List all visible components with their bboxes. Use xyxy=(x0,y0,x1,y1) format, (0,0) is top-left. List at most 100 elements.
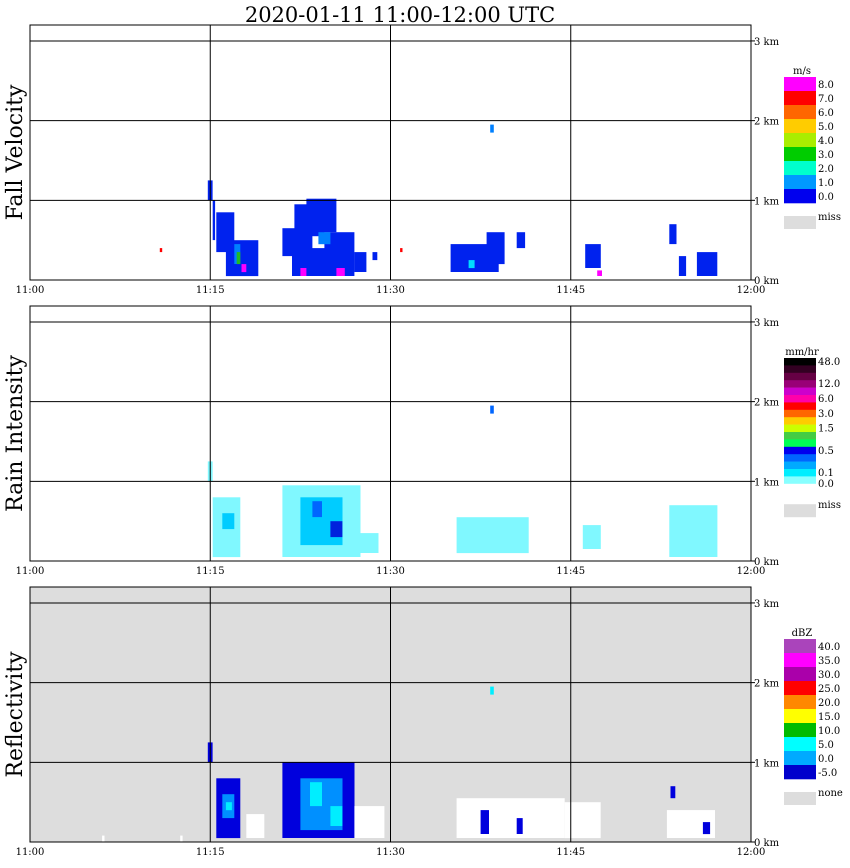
legend-swatch xyxy=(784,133,816,148)
legend-label: 6.0 xyxy=(818,108,834,119)
legend-swatch xyxy=(784,695,816,710)
plot-frame xyxy=(29,24,752,281)
legend-swatch xyxy=(784,147,816,162)
legend-swatch xyxy=(784,365,816,374)
legend-label: 3.0 xyxy=(818,150,834,161)
echo-cell xyxy=(330,521,343,538)
echo-cell xyxy=(336,268,345,276)
panels: 0 km 1 km 2 km 3 km 11:00 11:15 11:30 11:45 12:0… xyxy=(3,24,843,858)
legend-swatch xyxy=(784,454,816,462)
echo-cell xyxy=(159,248,163,253)
echo-cell xyxy=(312,501,322,518)
legend-label: 20.0 xyxy=(818,698,840,709)
height-tick-label: 1 km xyxy=(754,477,780,488)
legend-swatch xyxy=(784,432,816,440)
legend-swatch xyxy=(784,469,816,477)
height-tick-label: 0 km xyxy=(754,276,780,287)
legend-label: 7.0 xyxy=(818,94,834,105)
legend-label: 0.0 xyxy=(818,192,834,203)
height-tick-label: 2 km xyxy=(754,398,780,409)
echo-cell xyxy=(354,252,367,272)
legend-unit: mm/hr xyxy=(785,347,819,358)
legend-swatch xyxy=(784,105,816,120)
legend-swatch xyxy=(784,424,816,433)
echo-cell xyxy=(372,252,378,261)
echo-cell xyxy=(306,198,337,233)
echo-cell xyxy=(597,270,602,276)
legend-swatch xyxy=(784,91,816,106)
echo-cell xyxy=(212,200,216,241)
legend-label: 1.5 xyxy=(818,424,834,435)
legend-swatch xyxy=(784,639,816,654)
time-tick-label: 11:00 xyxy=(16,566,45,577)
legend-swatch xyxy=(784,409,816,418)
echo-cell xyxy=(468,260,475,269)
time-tick-label: 11:15 xyxy=(196,285,225,296)
legend-missing-label: miss xyxy=(818,212,841,223)
legend-swatch xyxy=(784,709,816,724)
legend-label: 8.0 xyxy=(818,80,834,91)
height-tick-label: 2 km xyxy=(754,117,780,128)
legend-label: 0.5 xyxy=(818,446,834,457)
time-tick-label: 11:00 xyxy=(16,847,45,858)
echo-cell xyxy=(354,806,385,838)
time-tick-label: 12:00 xyxy=(737,566,766,577)
echo-cell xyxy=(678,256,687,276)
height-tick-label: 3 km xyxy=(754,599,780,610)
echo-cell xyxy=(516,232,526,249)
echo-cell xyxy=(582,525,601,549)
echo-cell xyxy=(669,224,677,245)
echo-cell xyxy=(564,802,601,839)
plot-frame xyxy=(29,305,752,562)
legend-missing-label: miss xyxy=(818,500,841,511)
height-tick-label: 3 km xyxy=(754,37,780,48)
time-tick-label: 11:45 xyxy=(556,566,585,577)
legend-label: 5.0 xyxy=(818,122,834,133)
echo-cell xyxy=(236,252,241,265)
legend-swatch xyxy=(784,372,816,381)
plot-frame xyxy=(29,586,752,843)
height-tick-label: 1 km xyxy=(754,758,780,769)
legend-swatch xyxy=(784,417,816,425)
legend-swatch xyxy=(784,751,816,766)
time-tick-label: 11:15 xyxy=(196,566,225,577)
legend-swatch xyxy=(784,175,816,190)
legend-missing-swatch xyxy=(784,216,816,229)
legend-missing-swatch xyxy=(784,792,816,805)
legend-unit: m/s xyxy=(793,66,811,77)
echo-cell xyxy=(292,248,331,276)
legend-label: -5.0 xyxy=(818,768,837,779)
echo-cell xyxy=(669,505,718,557)
time-tick-label: 11:00 xyxy=(16,285,45,296)
time-tick-label: 11:30 xyxy=(376,285,405,296)
legend-swatch xyxy=(784,723,816,738)
echo-cell xyxy=(516,818,523,834)
legend-label: 0.0 xyxy=(818,754,834,765)
height-tick-label: 1 km xyxy=(754,196,780,207)
legend-swatch xyxy=(784,161,816,176)
legend-swatch xyxy=(784,446,816,455)
echo-cell xyxy=(360,533,379,553)
time-tick-label: 11:45 xyxy=(556,847,585,858)
echo-cell xyxy=(225,802,232,811)
legend-swatch xyxy=(784,737,816,752)
legend-swatch xyxy=(784,402,816,411)
height-tick-label: 0 km xyxy=(754,557,780,568)
height-tick-label: 3 km xyxy=(754,318,780,329)
legend-label: 2.0 xyxy=(818,164,834,175)
legend-label: 4.0 xyxy=(818,136,834,147)
echo-cell xyxy=(585,244,601,268)
echo-cell xyxy=(490,686,494,695)
legend-label: 6.0 xyxy=(818,394,834,405)
echo-cell xyxy=(222,513,235,530)
time-tick-label: 11:30 xyxy=(376,847,405,858)
echo-cell xyxy=(300,268,307,276)
echo-cell xyxy=(318,232,331,245)
legend-swatch xyxy=(784,395,816,403)
legend-swatch xyxy=(784,483,816,492)
legend-swatch xyxy=(784,77,816,92)
echo-cell xyxy=(241,264,247,273)
legend-unit: dBZ xyxy=(792,628,813,639)
legend-label: 0.0 xyxy=(818,479,834,490)
